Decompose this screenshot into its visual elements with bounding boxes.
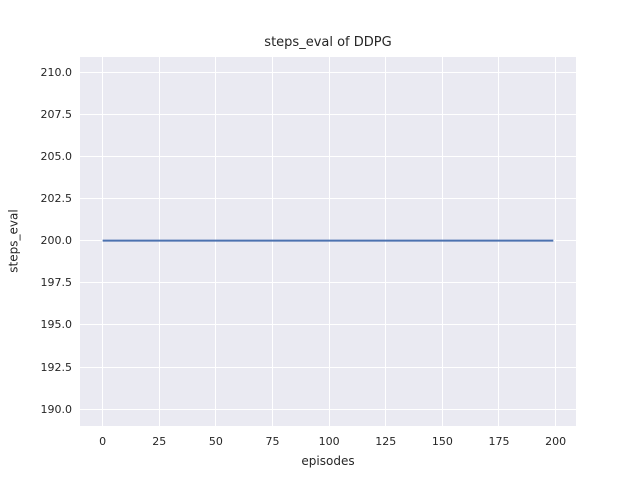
- gridline-y: [80, 324, 576, 326]
- gridline-y: [80, 366, 576, 368]
- y-tick-label: 205.0: [40, 149, 73, 163]
- plot-area: [80, 57, 576, 426]
- x-tick-label: 25: [152, 435, 167, 448]
- x-tick-label: 75: [265, 435, 280, 448]
- x-tick-label: 0: [99, 435, 107, 448]
- y-tick-label: 195.0: [40, 318, 73, 332]
- y-tick-label: 200.0: [40, 234, 73, 248]
- y-tick-label: 190.0: [40, 402, 73, 416]
- x-tick-label: 100: [318, 435, 340, 448]
- gridline-y: [80, 71, 576, 73]
- y-tick-label: 207.5: [40, 107, 73, 121]
- gridline-y: [80, 408, 576, 410]
- gridline-x: [555, 57, 557, 426]
- gridline-y: [80, 198, 576, 200]
- x-tick-label: 175: [488, 435, 510, 448]
- y-tick-label: 197.5: [40, 276, 73, 290]
- x-axis-label: episodes: [301, 454, 355, 468]
- x-tick-label: 50: [208, 435, 223, 448]
- gridline-y: [80, 113, 576, 115]
- gridline-y: [80, 282, 576, 284]
- series-plot: [102, 239, 554, 242]
- gridline-y: [80, 155, 576, 157]
- y-tick-label: 210.0: [40, 65, 73, 79]
- x-tick-label: 150: [431, 435, 453, 448]
- y-tick-label: 192.5: [40, 360, 73, 374]
- x-tick-label: 125: [375, 435, 397, 448]
- x-tick-label: 200: [545, 435, 567, 448]
- chart-title: steps_eval of DDPG: [264, 35, 392, 50]
- y-tick-label: 202.5: [40, 192, 73, 206]
- gridline-x: [102, 57, 104, 426]
